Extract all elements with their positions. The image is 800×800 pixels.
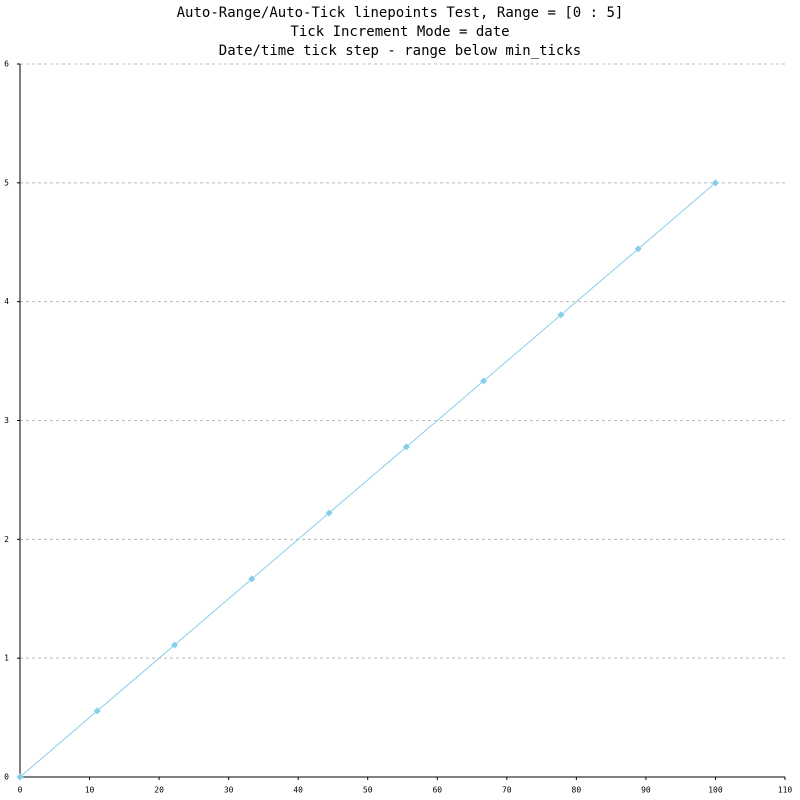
- data-point: [402, 443, 410, 451]
- data-point: [325, 509, 333, 517]
- data-point: [557, 311, 565, 319]
- chart-title: Auto-Range/Auto-Tick linepoints Test, Ra…: [177, 5, 624, 21]
- y-tick-label: 3: [4, 416, 9, 425]
- x-tick-label: 60: [432, 786, 442, 795]
- y-tick-label: 4: [4, 297, 9, 306]
- data-point: [711, 179, 719, 187]
- x-tick-label: 10: [85, 786, 95, 795]
- data-point: [248, 575, 256, 583]
- x-tick-label: 50: [363, 786, 373, 795]
- x-tick-label: 0: [18, 786, 23, 795]
- x-tick-label: 70: [502, 786, 512, 795]
- chart-subtitle: Tick Increment Mode = date: [290, 24, 509, 40]
- chart-subtitle: Date/time tick step - range below min_ti…: [219, 43, 581, 59]
- y-tick-label: 1: [4, 654, 9, 663]
- x-tick-label: 30: [224, 786, 234, 795]
- data-point: [171, 641, 179, 649]
- y-tick-label: 6: [4, 60, 9, 69]
- data-point: [634, 245, 642, 253]
- x-tick-label: 90: [641, 786, 651, 795]
- y-tick-label: 5: [4, 178, 9, 187]
- x-tick-label: 40: [293, 786, 303, 795]
- x-tick-label: 110: [778, 786, 793, 795]
- data-point: [93, 707, 101, 715]
- y-tick-label: 2: [4, 535, 9, 544]
- data-point: [480, 377, 488, 385]
- x-tick-label: 100: [708, 786, 723, 795]
- data-line: [19, 182, 716, 778]
- data-point: [16, 773, 24, 781]
- x-tick-label: 80: [572, 786, 582, 795]
- x-tick-label: 20: [154, 786, 164, 795]
- y-tick-label: 0: [4, 773, 9, 782]
